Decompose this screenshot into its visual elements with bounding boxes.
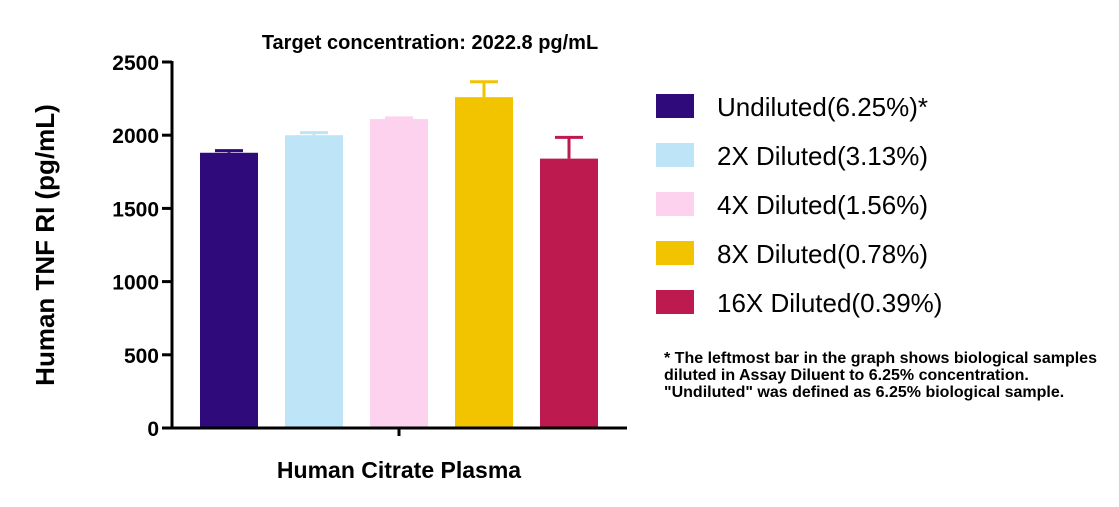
error-bar-5 [555,135,583,159]
bars-group [200,97,598,429]
y-tick-label-2000: 2000 [112,125,159,148]
legend-item-3: 4X Diluted(1.56%) [656,190,928,220]
legend-item-2: 2X Diluted(3.13%) [656,141,928,171]
bar-1 [200,152,258,428]
legend-label-4: 8X Diluted(0.78%) [717,239,928,269]
legend-label-5: 16X Diluted(0.39%) [717,288,942,318]
legend-swatch-4 [656,241,694,265]
bar-4 [455,97,513,429]
legend-swatch-5 [656,290,694,314]
error-bar-1 [215,149,243,153]
y-tick-label-0: 0 [147,418,159,441]
bar-5 [540,158,598,428]
legend-label-3: 4X Diluted(1.56%) [717,190,928,220]
y-tick-label-2500: 2500 [112,52,159,75]
legend: Undiluted(6.25%)* 2X Diluted(3.13%) 4X Dil… [656,92,942,318]
legend-swatch-3 [656,192,694,216]
y-axis-label: Human TNF RI (pg/mL) [30,104,60,386]
legend-label-2: 2X Diluted(3.13%) [717,141,928,171]
legend-item-4: 8X Diluted(0.78%) [656,239,928,269]
y-tick-label-1500: 1500 [112,198,159,221]
legend-item-5: 16X Diluted(0.39%) [656,288,942,318]
x-axis-label: Human Citrate Plasma [277,457,521,483]
y-tick-label-500: 500 [124,345,159,368]
axes-group: 0 500 1000 1500 2000 2500 [112,52,627,441]
footnote: * The leftmost bar in the graph shows bi… [664,350,1097,401]
legend-label-1: Undiluted(6.25%)* [717,92,928,122]
error-bar-4 [470,80,498,98]
bar-3 [370,119,428,428]
bar-2 [285,135,343,428]
error-bars-group [215,80,583,159]
chart-title: Target concentration: 2022.8 pg/mL [262,32,598,54]
legend-item-1: Undiluted(6.25%)* [656,92,928,122]
y-tick-label-1000: 1000 [112,272,159,295]
legend-swatch-1 [656,94,694,118]
legend-swatch-2 [656,143,694,167]
error-bar-2 [300,131,328,136]
error-bar-3 [385,116,413,120]
